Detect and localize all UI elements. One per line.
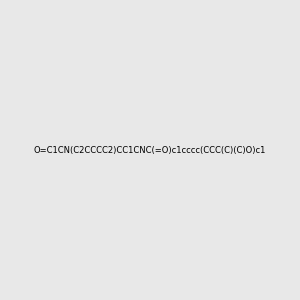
Text: O=C1CN(C2CCCC2)CC1CNC(=O)c1cccc(CCC(C)(C)O)c1: O=C1CN(C2CCCC2)CC1CNC(=O)c1cccc(CCC(C)(C… [34, 146, 266, 154]
